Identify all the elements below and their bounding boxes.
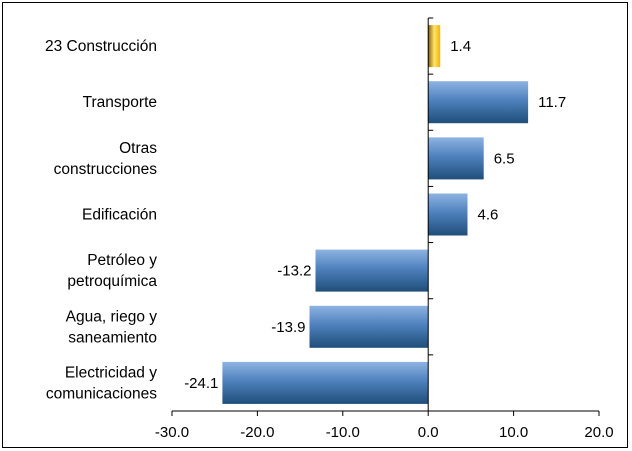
value-label-1: 11.7 <box>538 94 566 111</box>
category-label-1: Transporte <box>83 94 157 111</box>
category-label-2: Otras construcciones <box>54 140 158 178</box>
value-label-2: 6.5 <box>494 150 515 167</box>
bar-3 <box>428 193 468 236</box>
bar-5 <box>309 305 429 348</box>
bar-6 <box>222 361 429 404</box>
category-label-4: Petróleo y petroquímica <box>67 252 157 290</box>
category-label-5: Agua, riego y saneamiento <box>66 308 158 346</box>
category-label-0: 23 Construcción <box>45 38 157 55</box>
value-label-0: 1.4 <box>450 38 471 55</box>
value-label-4: -13.2 <box>277 263 311 280</box>
x-tick-label-3: 0.0 <box>418 424 439 441</box>
x-tick-label-0: -30.0 <box>155 424 189 441</box>
value-label-5: -13.9 <box>271 319 305 336</box>
x-tick-label-4: 10.0 <box>499 424 528 441</box>
bar-4 <box>315 249 429 292</box>
x-tick-label-1: -20.0 <box>240 424 274 441</box>
chart-frame <box>2 2 628 448</box>
bar-0 <box>428 25 441 68</box>
bar-1 <box>428 81 529 124</box>
value-label-6: -24.1 <box>184 375 218 392</box>
bar-2 <box>428 137 484 180</box>
value-label-3: 4.6 <box>478 207 499 224</box>
x-tick-label-5: 20.0 <box>584 424 613 441</box>
category-label-6: Electricidad y comunicaciones <box>46 364 157 402</box>
category-label-3: Edificación <box>82 207 157 224</box>
x-tick-label-2: -10.0 <box>326 424 360 441</box>
